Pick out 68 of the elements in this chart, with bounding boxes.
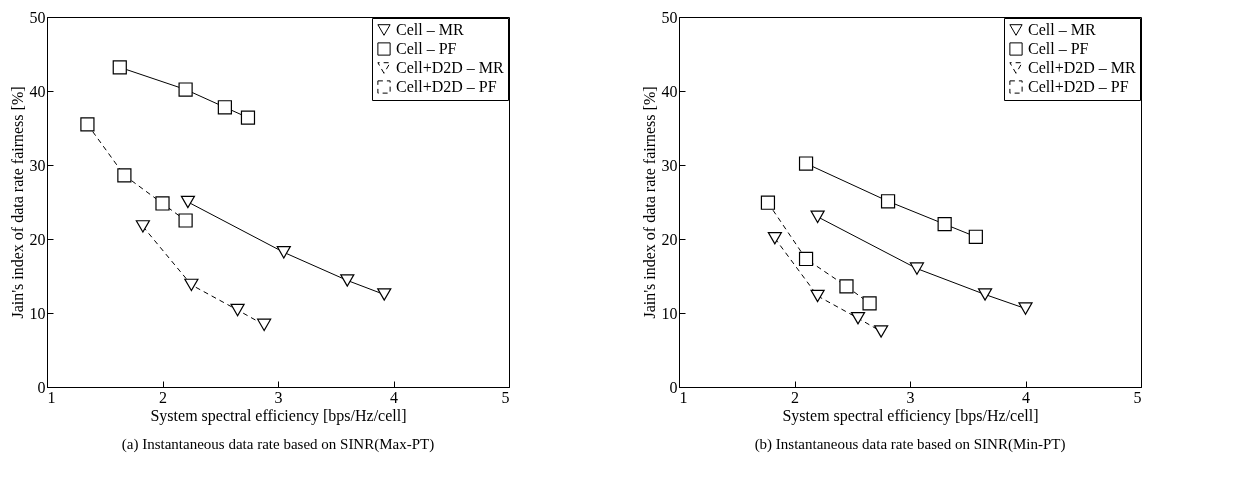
x-tick-label: 2 — [791, 388, 799, 406]
point — [217, 100, 232, 115]
x-tick-label: 4 — [390, 388, 398, 406]
y-axis-title: Jain's index of data rate fairness [%] — [640, 86, 658, 319]
point — [810, 210, 825, 224]
y-tick-label: 0 — [669, 378, 678, 396]
point — [977, 288, 993, 301]
x-tick-label: 1 — [679, 388, 688, 406]
y-tick-label: 20 — [661, 230, 678, 248]
point — [184, 278, 199, 292]
point — [880, 194, 896, 209]
point — [874, 325, 889, 338]
legend-label: Cell – MR — [396, 21, 464, 38]
point — [810, 289, 825, 303]
point — [340, 274, 355, 287]
y-tick-label: 30 — [661, 156, 678, 174]
point — [850, 311, 866, 325]
x-tick-label: 3 — [274, 388, 283, 406]
point — [155, 196, 170, 211]
x-tick-label: 2 — [159, 388, 167, 406]
legend-label: Cell+D2D – PF — [396, 78, 497, 95]
point — [937, 217, 952, 232]
y-tick-label: 40 — [661, 82, 678, 100]
point — [767, 232, 782, 245]
point — [117, 168, 132, 183]
legend-label: Cell+D2D – MR — [396, 59, 505, 76]
point — [968, 229, 983, 244]
point — [80, 117, 95, 132]
point — [112, 60, 127, 75]
point — [909, 262, 925, 275]
text: (b) Instantaneous data rate based on SINR(Min-PT) — [754, 436, 1066, 453]
point — [760, 195, 776, 210]
point — [178, 82, 193, 97]
y-tick-label: 10 — [661, 304, 678, 322]
point — [1018, 302, 1033, 315]
point — [276, 246, 291, 259]
point — [135, 220, 150, 233]
y-tick-label: 0 — [37, 378, 46, 396]
x-axis-title: System spectral efficiency [bps/Hz/cell] — [150, 406, 407, 425]
point — [240, 110, 256, 125]
x-tick-label: 4 — [1022, 388, 1030, 406]
y-tick-label: 40 — [29, 82, 46, 100]
point — [180, 195, 196, 209]
legend-label: Cell – PF — [1028, 40, 1089, 57]
x-tick-label: 5 — [1133, 388, 1142, 406]
x-tick-label: 1 — [47, 388, 56, 406]
point — [178, 213, 193, 228]
y-tick-label: 50 — [29, 8, 46, 26]
legend-label: Cell+D2D – PF — [1028, 78, 1129, 95]
point — [862, 296, 877, 311]
legend-label: Cell – PF — [396, 40, 457, 57]
point — [257, 318, 272, 332]
y-tick-label: 10 — [29, 304, 46, 322]
x-tick-label: 3 — [906, 388, 915, 406]
text: (a) Instantaneous data rate based on SINR(Max-PT) — [121, 436, 435, 453]
legend-label: Cell – MR — [1028, 21, 1096, 38]
point — [798, 251, 814, 267]
x-axis-title: System spectral efficiency [bps/Hz/cell] — [782, 406, 1039, 425]
legend-label: Cell+D2D – MR — [1028, 59, 1137, 76]
y-tick-label: 30 — [29, 156, 46, 174]
point — [798, 156, 814, 171]
point — [230, 303, 245, 317]
point — [377, 288, 392, 301]
x-tick-label: 5 — [501, 388, 510, 406]
y-tick-label: 50 — [661, 8, 678, 26]
y-tick-label: 20 — [29, 230, 46, 248]
point — [839, 279, 854, 294]
y-axis-title: Jain's index of data rate fairness [%] — [8, 86, 26, 319]
